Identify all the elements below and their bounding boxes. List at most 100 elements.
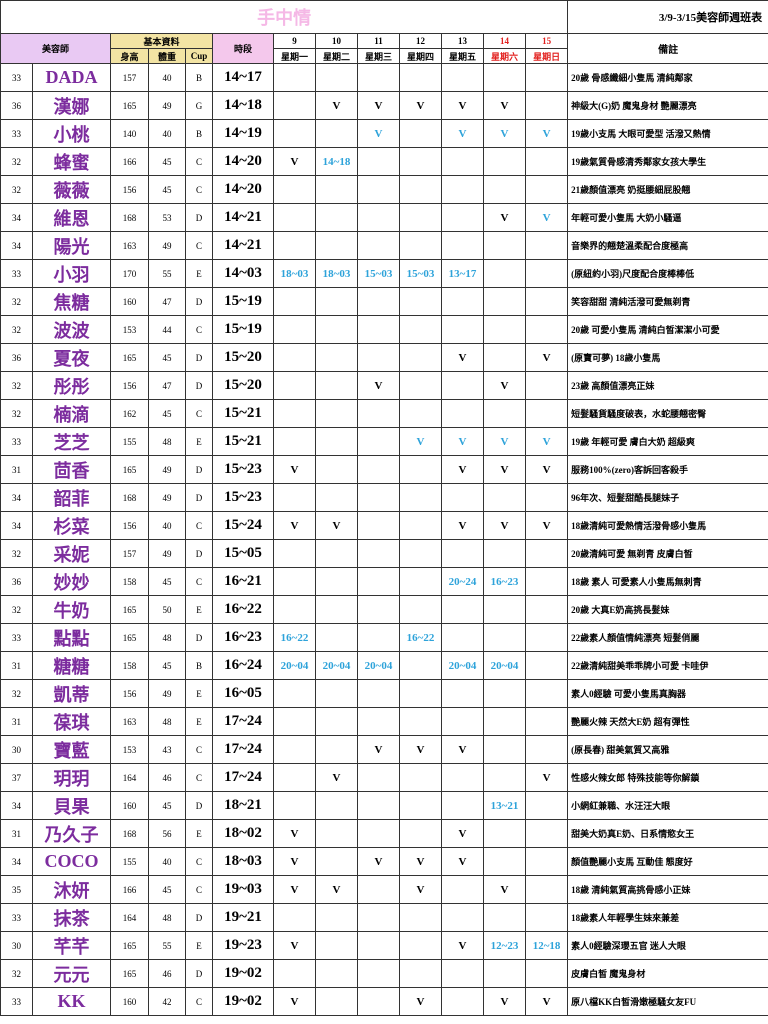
day-cell <box>524 903 569 932</box>
cup: D <box>185 791 213 820</box>
day-cell: V <box>524 427 569 456</box>
date: 11 <box>357 33 400 49</box>
height: 165 <box>110 343 149 372</box>
cup: B <box>185 651 213 680</box>
weight-header: 體重 <box>148 48 186 64</box>
number: 32 <box>0 959 33 988</box>
date: 10 <box>315 33 358 49</box>
day-cell <box>315 203 358 232</box>
day-cell <box>399 147 442 176</box>
day-cell <box>273 91 316 120</box>
number: 34 <box>0 203 33 232</box>
day-cell <box>483 847 526 876</box>
day-cell <box>483 735 526 764</box>
number: 32 <box>0 371 33 400</box>
weekday: 星期五 <box>441 48 484 64</box>
number: 30 <box>0 931 33 960</box>
time-slot: 19~02 <box>212 987 274 1016</box>
day-cell <box>441 371 484 400</box>
staff-row: 31 乃久子 168 56 E 18~02 V V 甜美大奶真E奶、日系情慾女王 <box>0 819 768 848</box>
number: 33 <box>0 903 33 932</box>
name: DADA <box>32 63 111 92</box>
day-cell <box>399 455 442 484</box>
day-cell <box>524 287 569 316</box>
header-row: 美容師 基本資料 時段 9 10 11 12 13 14 15 備註 <box>0 33 768 64</box>
day-cell <box>483 399 526 428</box>
day-cell <box>399 791 442 820</box>
day-cell: V <box>441 91 484 120</box>
time-slot: 15~20 <box>212 371 274 400</box>
height: 164 <box>110 763 149 792</box>
time-slot: 14~20 <box>212 147 274 176</box>
day-cell <box>399 63 442 92</box>
name: 彤彤 <box>32 371 111 400</box>
day-cell: V <box>273 147 316 176</box>
name: 貝果 <box>32 791 111 820</box>
day-cell <box>524 147 569 176</box>
cup: D <box>185 539 213 568</box>
weight: 53 <box>148 203 186 232</box>
day-cell <box>357 175 400 204</box>
height: 162 <box>110 399 149 428</box>
day-cell <box>357 315 400 344</box>
cup: C <box>185 987 213 1016</box>
weight: 49 <box>148 483 186 512</box>
day-cell <box>273 903 316 932</box>
day-cell <box>399 287 442 316</box>
note: 甜美大奶真E奶、日系情慾女王 <box>567 819 768 848</box>
day-cell: 16~22 <box>273 623 316 652</box>
day-cell <box>524 595 569 624</box>
time-slot: 14~18 <box>212 91 274 120</box>
day-cell <box>357 63 400 92</box>
cup: C <box>185 763 213 792</box>
staff-row: 32 凱蒂 156 49 E 16~05 素人0經驗 可愛小隻馬真胸器 <box>0 679 768 708</box>
day-cell: 20~04 <box>483 651 526 680</box>
number: 33 <box>0 259 33 288</box>
day-cell <box>524 819 569 848</box>
note: 笑容甜甜 清純活潑可愛無剃青 <box>567 287 768 316</box>
day-cell <box>524 483 569 512</box>
day-cell <box>441 231 484 260</box>
day-cell <box>357 707 400 736</box>
height: 160 <box>110 287 149 316</box>
day-cell <box>399 651 442 680</box>
height: 156 <box>110 371 149 400</box>
day-cell: V <box>357 119 400 148</box>
weight: 45 <box>148 147 186 176</box>
height: 164 <box>110 903 149 932</box>
number: 32 <box>0 595 33 624</box>
height: 165 <box>110 623 149 652</box>
day-cell <box>315 595 358 624</box>
day-cell <box>357 987 400 1016</box>
cup: E <box>185 819 213 848</box>
staff-row: 34 維恩 168 53 D 14~21 V V 年輕可愛小隻馬 大奶小騷逼 <box>0 203 768 232</box>
name: 乃久子 <box>32 819 111 848</box>
note: 神級大(G)奶 魔鬼身材 艷麗漂亮 <box>567 91 768 120</box>
number: 33 <box>0 63 33 92</box>
day-cell <box>357 623 400 652</box>
day-cell <box>483 707 526 736</box>
staff-row: 32 彤彤 156 47 D 15~20 V V 23歲 高顏值漂亮正妹 <box>0 371 768 400</box>
weight: 47 <box>148 371 186 400</box>
cup: D <box>185 623 213 652</box>
staff-row: 32 波波 153 44 C 15~19 20歲 可愛小隻馬 清純白皙潔潔小可愛 <box>0 315 768 344</box>
number: 30 <box>0 735 33 764</box>
time-slot: 15~23 <box>212 483 274 512</box>
cup: E <box>185 595 213 624</box>
day-cell: V <box>273 511 316 540</box>
note: 短髮騷貨騷度破表，水蛇腰翹密臀 <box>567 399 768 428</box>
number: 31 <box>0 707 33 736</box>
day-cell <box>357 427 400 456</box>
day-cell <box>399 679 442 708</box>
weekday: 星期日 <box>524 48 569 64</box>
name: KK <box>32 987 111 1016</box>
day-cell <box>315 63 358 92</box>
weight: 40 <box>148 119 186 148</box>
cup: C <box>185 147 213 176</box>
day-cell: V <box>483 427 526 456</box>
day-cell <box>273 959 316 988</box>
note: 18歲清純可愛熱情活潑骨感小隻馬 <box>567 511 768 540</box>
cup: C <box>185 567 213 596</box>
day-cell: 16~23 <box>483 567 526 596</box>
staff-row: 34 杉菜 156 40 C 15~24 V V V V V 18歲清純可愛熱情活潑骨感小隻馬 <box>0 511 768 540</box>
